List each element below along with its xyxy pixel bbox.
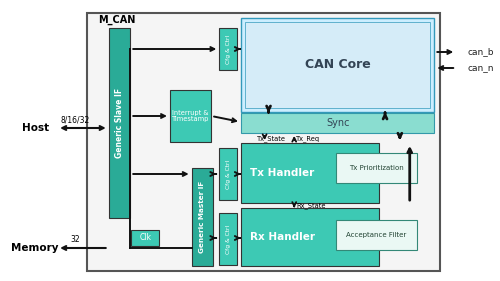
Text: Host: Host: [22, 123, 49, 133]
Bar: [87, 13, 441, 271]
Text: Tx_State: Tx_State: [256, 136, 286, 142]
Text: Acceptance Filter: Acceptance Filter: [346, 232, 406, 238]
Text: Clk: Clk: [139, 234, 151, 243]
Bar: [170, 90, 211, 142]
Bar: [132, 230, 159, 246]
Bar: [219, 213, 237, 265]
Text: Memory: Memory: [11, 243, 58, 253]
Text: can_n: can_n: [468, 64, 494, 72]
Text: Rx Handler: Rx Handler: [250, 232, 315, 242]
Text: 8/16/32: 8/16/32: [60, 115, 90, 124]
Text: Rx_State: Rx_State: [296, 203, 326, 209]
Text: Cfg & Ctrl: Cfg & Ctrl: [226, 159, 230, 189]
Text: 32: 32: [70, 235, 80, 244]
Bar: [245, 22, 430, 108]
Text: M_CAN: M_CAN: [98, 15, 135, 25]
Bar: [241, 143, 379, 203]
Bar: [336, 153, 416, 183]
Text: can_b: can_b: [468, 47, 494, 56]
Bar: [336, 220, 416, 250]
Text: Cfg & Ctrl: Cfg & Ctrl: [226, 34, 230, 64]
Bar: [108, 28, 130, 218]
Text: Generic Slave IF: Generic Slave IF: [115, 88, 124, 158]
Bar: [219, 148, 237, 200]
Text: Tx_Req: Tx_Req: [296, 136, 320, 142]
Text: Cfg & Ctrl: Cfg & Ctrl: [226, 224, 230, 254]
Bar: [241, 113, 434, 133]
Text: Sync: Sync: [326, 118, 349, 128]
Text: Tx Handler: Tx Handler: [250, 168, 314, 178]
Text: Tx Prioritization: Tx Prioritization: [349, 165, 404, 171]
Bar: [241, 18, 434, 112]
Bar: [241, 208, 379, 266]
Text: CAN Core: CAN Core: [305, 58, 370, 71]
Bar: [219, 28, 237, 70]
Text: Interrupt &
Timestamp: Interrupt & Timestamp: [172, 110, 209, 123]
Text: Generic Master IF: Generic Master IF: [200, 181, 205, 253]
Bar: [192, 168, 214, 266]
